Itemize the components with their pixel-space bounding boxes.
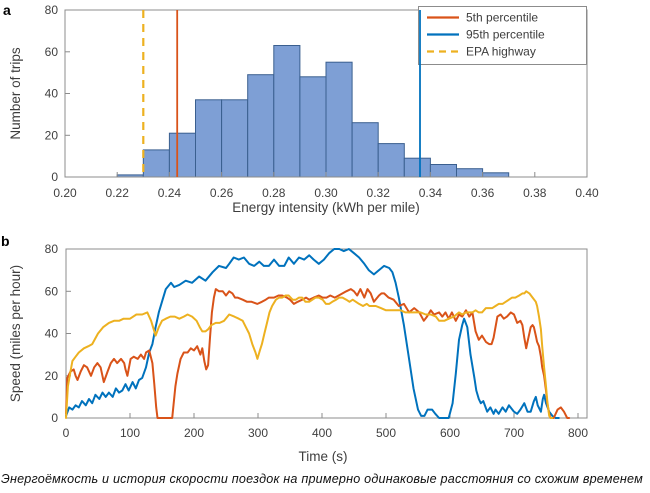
histogram-bar xyxy=(221,99,249,178)
panel-a-xaxis-label: Energy intensity (kWh per mile) xyxy=(232,200,420,215)
panel-a-y-tick-label: 0 xyxy=(51,170,58,184)
panel-b-x-tick-label: 0 xyxy=(63,426,70,440)
legend-label: 5th percentile xyxy=(466,11,538,25)
legend-label: EPA highway xyxy=(466,45,536,59)
panel-a-x-tick-label: 0.40 xyxy=(575,186,599,200)
panel-a-x-tick-label: 0.38 xyxy=(523,186,547,200)
histogram-bar xyxy=(456,168,484,178)
histogram-bar xyxy=(325,61,353,178)
histogram-bar xyxy=(482,172,510,178)
panel-b-speed-chart: 0 100 200 300 400 500 600 700 800 0 20 40 60 80 xyxy=(45,242,589,440)
panel-a-x-tick-label: 0.34 xyxy=(419,186,443,200)
legend-label: 95th percentile xyxy=(466,28,545,42)
panel-b-x-tick-label: 600 xyxy=(440,426,460,440)
panel-b-y-tick-label: 60 xyxy=(45,284,59,298)
panel-a-x-tick-label: 0.22 xyxy=(106,186,130,200)
panel-a-x-tick-label: 0.26 xyxy=(210,186,234,200)
panel-b-border xyxy=(65,248,588,419)
panel-a-histogram: 0.20 0.22 0.24 0.26 0.28 0.30 0.32 0.34 0.36 0.38… xyxy=(45,3,599,200)
panel-b-xaxis-label: Time (s) xyxy=(299,449,348,464)
histogram-bar xyxy=(377,143,405,178)
panel-b-x-tick-label: 300 xyxy=(248,426,268,440)
speed-trace-yellow-trip xyxy=(65,290,554,419)
panel-b-y-tick-label: 0 xyxy=(51,411,58,425)
panel-a-x-tick-label: 0.28 xyxy=(262,186,286,200)
panel-b-x-tick-label: 100 xyxy=(120,426,140,440)
histogram-bar xyxy=(403,157,431,178)
panel-b-y-tick-label: 40 xyxy=(45,327,59,341)
histogram-bar xyxy=(429,164,457,178)
histogram-bar xyxy=(168,132,196,178)
panel-a-y-tick-label: 60 xyxy=(45,45,59,59)
histogram-bar xyxy=(247,74,275,178)
panel-a-x-tick-label: 0.32 xyxy=(367,186,391,200)
histogram-bar xyxy=(273,45,301,178)
panel-a-y-tick-label: 80 xyxy=(45,3,59,17)
panel-b-x-tick-label: 200 xyxy=(184,426,204,440)
panel-b-x-tick-label: 800 xyxy=(568,426,588,440)
histogram-bar xyxy=(142,149,170,178)
panel-b-y-tick-label: 80 xyxy=(45,242,59,256)
histogram-bar xyxy=(195,99,223,178)
panel-b-letter: b xyxy=(1,233,10,249)
panel-a-x-tick-label: 0.24 xyxy=(158,186,182,200)
panel-b-x-tick-label: 400 xyxy=(312,426,332,440)
panel-b-x-tick-label: 700 xyxy=(504,426,524,440)
histogram-bar xyxy=(351,122,379,178)
panel-b-x-tick-label: 500 xyxy=(376,426,396,440)
panel-a-x-tick-label: 0.30 xyxy=(314,186,338,200)
panel-a-y-tick-label: 40 xyxy=(45,87,59,101)
speed-trace-blue-trip xyxy=(65,248,560,419)
figure-caption: Энергоёмкость и история скорости поездок… xyxy=(1,472,643,486)
speed-trace-red-trip xyxy=(65,288,571,419)
histogram-bar xyxy=(299,76,327,178)
panel-a-x-tick-label: 0.36 xyxy=(471,186,495,200)
panel-a-yaxis-label: Number of trips xyxy=(8,47,23,140)
panel-a-y-tick-label: 20 xyxy=(45,128,59,142)
panel-a-x-tick-label: 0.20 xyxy=(53,186,77,200)
figure-svg: 0.20 0.22 0.24 0.26 0.28 0.30 0.32 0.34 0.36 0.38… xyxy=(1,2,599,464)
panel-a-letter: a xyxy=(3,2,11,18)
panel-b-yaxis-label: Speed (miles per hour) xyxy=(8,265,23,402)
panel-b-y-tick-label: 20 xyxy=(45,369,59,383)
